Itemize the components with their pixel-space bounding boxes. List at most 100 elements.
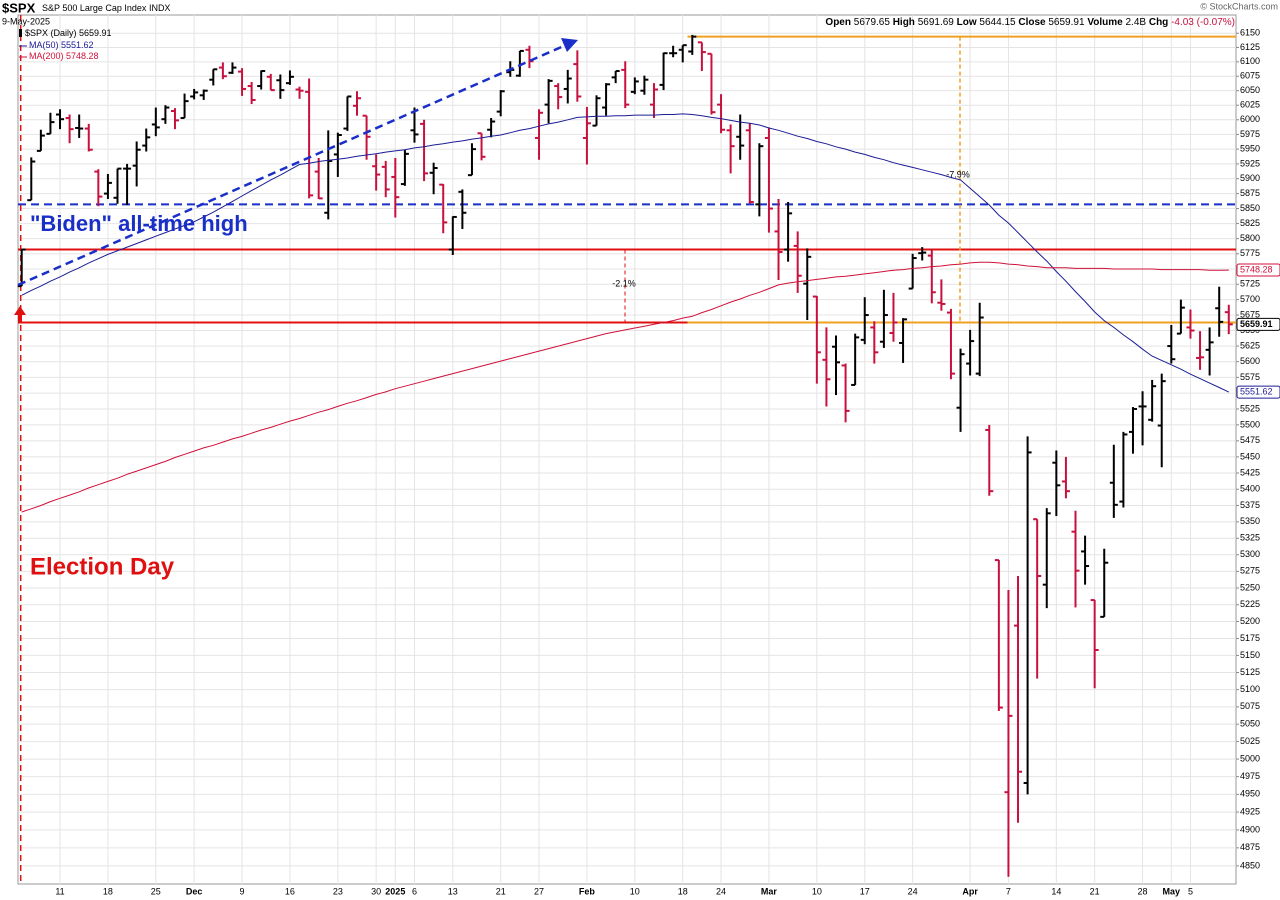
y-tick-label: 5325 [1240,533,1260,543]
legend-entry: $SPX (Daily) 5659.91 [25,28,112,38]
annotation: -2.1% [612,278,636,288]
stat-value: 5691.69 [918,17,955,28]
legend-name: MA(50) [29,40,59,50]
y-tick-label: 5225 [1240,599,1260,609]
y-tick-label: 5950 [1240,143,1260,153]
y-tick-label: 6050 [1240,85,1260,95]
exchange: INDX [149,3,171,13]
y-tick-label: 5075 [1240,701,1260,711]
y-tick-label: 5000 [1240,753,1260,763]
grid [18,15,1239,884]
price-tag: 5551.62 [1240,386,1273,396]
x-tick-label: 18 [678,886,688,896]
y-tick-label: 6025 [1240,100,1260,110]
y-tick-label: 5700 [1240,294,1260,304]
legend-value: 5551.62 [61,40,94,50]
stat-label: High [893,17,915,28]
x-tick-label: 11 [55,886,64,896]
x-tick-label: 6 [412,886,417,896]
legend-name: $SPX (Daily) [25,28,77,38]
stat-value: 5659.91 [1048,17,1085,28]
stat-label: Chg [1149,17,1168,28]
y-tick-label: 6000 [1240,114,1260,124]
x-tick-label: 27 [534,886,544,896]
x-tick-label: 23 [333,886,343,896]
levels [18,15,1236,884]
y-tick-label: 5300 [1240,549,1260,559]
y-tick-label: 5925 [1240,158,1260,168]
legend-entry: MA(200) 5748.28 [29,51,99,61]
x-tick-label: 18 [103,886,113,896]
y-tick-label: 5400 [1240,484,1260,494]
x-tick-label: 13 [448,886,458,896]
annotation: -7.9% [946,169,970,179]
moving-average [21,113,1230,393]
x-tick-label: Dec [186,886,203,896]
legend-name: MA(200) [29,51,64,61]
x-tick-label: 28 [1138,886,1148,896]
y-tick-label: 5625 [1240,340,1260,350]
stat-value: 5679.65 [854,17,891,28]
ticker: $SPX [2,0,36,15]
y-tick-label: 6150 [1240,28,1260,38]
x-tick-label: 2025 [385,886,405,896]
y-tick-label: 5850 [1240,203,1260,213]
x-tick-label: 10 [812,886,822,896]
stat-label: Volume [1087,17,1123,28]
x-tick-label: Mar [761,886,778,896]
subtitle: S&P 500 Large Cap Index INDX [42,3,170,13]
y-tick-label: 6125 [1240,42,1260,52]
date: 9-May-2025 [2,16,50,26]
y-tick-label: 5200 [1240,616,1260,626]
y-tick-label: 5575 [1240,372,1260,382]
x-tick-label: 17 [860,886,870,896]
y-tick-label: 4925 [1240,806,1260,816]
stat-value: 2.4B [1125,17,1146,28]
stat-label: Close [1018,17,1046,28]
x-tick-label: Apr [962,886,978,896]
y-tick-label: 5450 [1240,451,1260,461]
y-tick-label: 4975 [1240,771,1260,781]
price-tag-box [1236,317,1280,331]
y-tick-label: 4950 [1240,789,1260,799]
x-tick-label: May [1163,886,1181,896]
x-tick-label: 24 [908,886,918,896]
x-tick-label: 24 [716,886,726,896]
stat-value: -4.03 (-0.07%) [1171,17,1235,28]
y-tick-label: 6075 [1240,71,1260,81]
y-tick-label: 4875 [1240,842,1260,852]
y-tick-label: 5125 [1240,667,1260,677]
y-tick-label: 5350 [1240,516,1260,526]
y-tick-label: 6100 [1240,56,1260,66]
stat-label: Open [825,17,851,28]
trend-arrow-line [17,43,567,287]
y-tick-label: 5675 [1240,309,1260,319]
price-tag: 5748.28 [1240,264,1273,274]
y-tick-label: 5525 [1240,403,1260,413]
x-tick-label: 7 [1006,886,1011,896]
labels: 4850 4875 4900 4925 4950 4975 5000 5025 5050 5075… [55,28,1280,896]
marks [17,34,1233,877]
y-tick-label: 5875 [1240,188,1260,198]
y-tick-label: 5725 [1240,279,1260,289]
y-tick-label: 5425 [1240,467,1260,477]
copyright: © StockCharts.com [1200,1,1278,11]
y-tick-label: 5050 [1240,719,1260,729]
y-tick-label: 5475 [1240,435,1260,445]
y-tick-label: 5275 [1240,566,1260,576]
y-tick-label: 5500 [1240,419,1260,429]
stat-value: 5644.15 [979,17,1016,28]
x-tick-label: 25 [151,886,161,896]
price-tag-box [1236,263,1280,277]
y-tick-label: 5900 [1240,173,1260,183]
y-tick-label: 5025 [1240,736,1260,746]
x-tick-label: 16 [285,886,295,896]
trend-arrow-head [561,38,578,52]
price-tag-box [1236,385,1280,399]
y-tick-label: 5100 [1240,684,1260,694]
x-tick-label: 21 [496,886,506,896]
x-tick-label: 30 [371,886,381,896]
moving-average [21,261,1229,513]
